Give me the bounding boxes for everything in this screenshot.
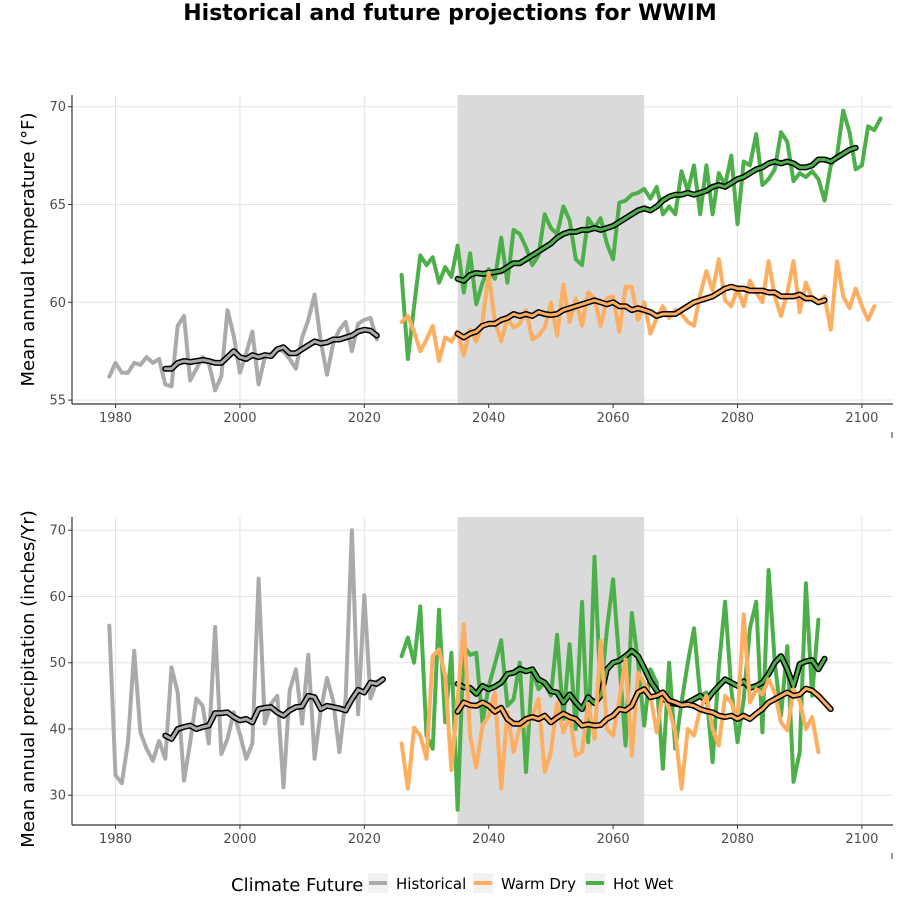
x-tick-label: 2000 (223, 832, 256, 847)
y-tick-label: 60 (49, 590, 66, 605)
y-tick-label: 40 (49, 722, 66, 737)
x-tick-label: 2060 (597, 832, 630, 847)
series-hot-wet-10-yr-mean (454, 144, 859, 284)
series-hot-wet (399, 554, 821, 812)
series-hot-wet-10-yr-mean (454, 647, 828, 713)
legend-label-warm-dry: Warm Dry (501, 875, 576, 893)
precipitation-panel: 1980 2000 2020 2040 2060 2080 2100 30 40 50 60 70 Me… (18, 510, 893, 859)
mean-line-fill (456, 649, 827, 711)
legend-label-historical: Historical (396, 875, 466, 893)
y-axis-label: Mean annual temperature (°F) (18, 112, 39, 386)
y-tick-label: 30 (49, 789, 66, 804)
mean-line-fill (456, 687, 833, 728)
y-tick-label: 50 (49, 656, 66, 671)
legend-item-hot-wet: Hot Wet (585, 873, 673, 893)
y-tick-label: 60 (49, 296, 66, 311)
chart-title: Historical and future projections for WW… (183, 1, 717, 26)
x-tick-label: 2060 (597, 411, 630, 426)
mean-line-fill (163, 677, 385, 741)
x-tick-label: 2020 (348, 832, 381, 847)
reference-period-band (457, 517, 645, 825)
reference-period-band (457, 95, 645, 404)
mean-line-fill (456, 285, 827, 339)
data-line (107, 292, 379, 393)
data-line (107, 528, 379, 790)
y-tick-label: 65 (49, 198, 66, 213)
series-warm-dry-10-yr-mean (454, 685, 834, 729)
x-tick-label: 2040 (472, 832, 505, 847)
legend-label-hot-wet: Hot Wet (613, 875, 673, 893)
series-warm-dry-10-yr-mean (454, 283, 828, 341)
x-tick-label: 2040 (472, 411, 505, 426)
mean-line-fill (456, 146, 858, 283)
x-tick-label: 2080 (721, 411, 754, 426)
legend: Climate Future Historical Warm Dry Hot W… (231, 873, 673, 896)
y-axis-label: Mean annual precipitation (inches/Yr) (18, 510, 39, 848)
series-historical (107, 528, 379, 790)
mean-line-outline (162, 326, 380, 372)
temperature-panel: 1980 2000 2020 2040 2060 2080 2100 55 60 65 70 Mean… (18, 95, 893, 438)
legend-title: Climate Future (231, 875, 363, 896)
series-hot-wet (399, 108, 883, 361)
mean-line-fill (163, 328, 379, 371)
series-historical-10-yr-mean (162, 676, 386, 742)
x-tick-label: 2080 (721, 832, 754, 847)
x-tick-label: 1980 (99, 832, 132, 847)
series-warm-dry (399, 612, 821, 791)
legend-item-warm-dry: Warm Dry (473, 873, 576, 893)
data-line (399, 554, 821, 812)
series-historical-10-yr-mean (162, 326, 380, 372)
legend-item-historical: Historical (368, 873, 466, 893)
x-tick-label: 2020 (348, 411, 381, 426)
x-tick-label: 2000 (223, 411, 256, 426)
y-tick-label: 70 (49, 524, 66, 539)
x-tick-label: 2100 (845, 411, 878, 426)
x-tick-label: 2100 (845, 832, 878, 847)
data-line (399, 108, 883, 361)
y-tick-label: 55 (49, 394, 66, 409)
data-line (399, 612, 821, 791)
series-historical (107, 292, 379, 393)
x-tick-label: 1980 (99, 411, 132, 426)
y-tick-label: 70 (49, 100, 66, 115)
